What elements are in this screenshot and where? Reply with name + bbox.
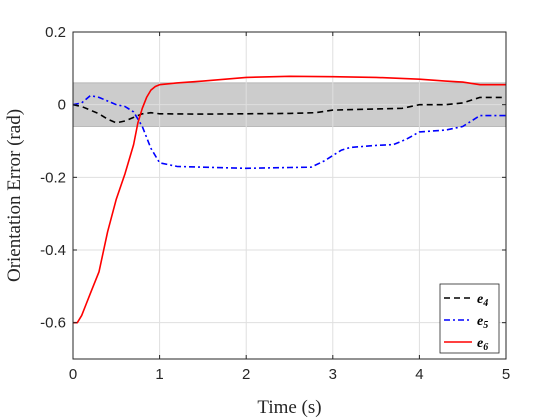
series-line-e4 <box>72 96 506 124</box>
legend-label-base: e <box>477 314 483 329</box>
series-line-e6 <box>73 75 506 324</box>
legend-label-subscript: 5 <box>483 320 488 331</box>
legend-label-e6: e6 <box>477 336 488 353</box>
series-line-e5 <box>72 94 506 170</box>
x-tick-label: 0 <box>69 366 77 383</box>
plot-frame <box>72 31 507 360</box>
y-tick-label: 0 <box>58 97 66 114</box>
x-tick-label: 2 <box>242 366 250 383</box>
tick-layer: 0 1 2 3 4 5 -0.6 -0.4 -0.2 0 0.2 <box>40 24 510 383</box>
legend-label-subscript: 6 <box>483 342 488 353</box>
legend-label-subscript: 4 <box>482 298 488 309</box>
y-tick-label: 0.2 <box>45 24 66 41</box>
x-tick-label: 1 <box>155 366 163 383</box>
y-tick-label: -0.6 <box>40 315 66 332</box>
x-tick-label: 5 <box>502 366 510 383</box>
x-axis-title: Time (s) <box>257 397 321 418</box>
legend-label-e5: e5 <box>477 314 488 331</box>
y-tick-label: -0.2 <box>40 169 66 186</box>
x-tick-label: 4 <box>415 366 423 383</box>
x-tick-label: 3 <box>329 366 337 383</box>
legend-label-base: e <box>477 292 483 307</box>
series-layer <box>72 75 506 324</box>
y-axis-title: Orientation Error (rad) <box>4 109 25 282</box>
y-tick-label: -0.4 <box>40 242 66 259</box>
legend-label-base: e <box>477 336 483 351</box>
legend-label-e4: e4 <box>477 292 488 309</box>
